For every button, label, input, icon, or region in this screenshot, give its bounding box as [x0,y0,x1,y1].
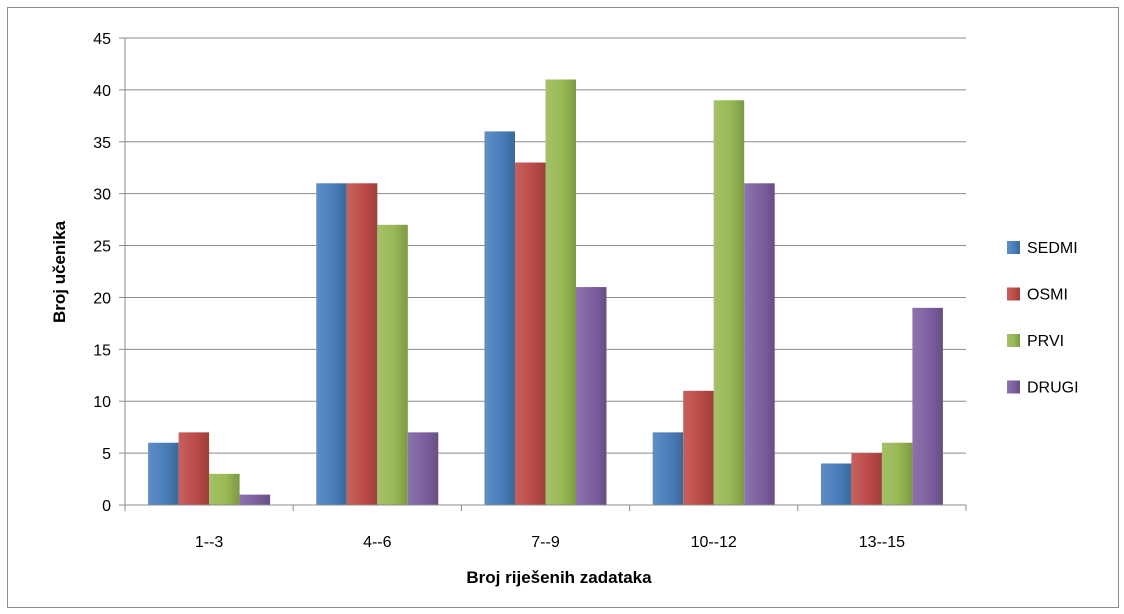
legend-label-drugi: DRUGI [1027,380,1079,397]
legend-label-osmi: OSMI [1027,287,1068,304]
bar-osmi-4-6 [346,183,378,506]
x-tick-label-4-6: 4--6 [363,534,392,551]
y-tick-label-0: 0 [102,498,111,515]
bar-drugi-7-9 [576,287,607,505]
bar-prvi-1-3 [209,473,240,505]
legend: SEDMI OSMI PRVI DRUGI [1007,240,1079,397]
bar-osmi-1-3 [178,432,210,505]
y-tick-label-45: 45 [93,31,111,48]
y-tick-label-20: 20 [93,290,111,307]
legend-swatch-prvi [1007,334,1020,347]
bar-sedmi-10-12 [652,432,684,505]
bar-drugi-13-15 [912,307,943,505]
bar-sedmi-13-15 [820,463,852,505]
y-tick-label-15: 15 [93,342,111,359]
bar-osmi-7-9 [515,162,546,506]
y-tick-label-35: 35 [93,135,111,152]
x-tick-label-13-15: 13--15 [859,534,905,551]
legend-label-prvi: PRVI [1027,333,1064,350]
y-tick-label-10: 10 [93,394,111,411]
legend-label-sedmi: SEDMI [1027,240,1078,257]
x-tick-label-7-9: 7--9 [531,534,560,551]
y-tick-label-30: 30 [93,187,111,204]
bar-osmi-13-15 [851,453,882,505]
legend-swatch-sedmi [1007,241,1020,254]
bar-drugi-4-6 [407,432,439,505]
x-tick-label-1-3: 1--3 [195,534,224,551]
x-tick-labels: 1--3 4--6 7--9 10--12 13--15 [195,534,905,551]
y-axis-title: Broj učenika [50,220,69,323]
bar-prvi-4-6 [377,224,408,506]
y-tick-label-5: 5 [102,446,111,463]
y-tick-label-40: 40 [93,83,111,100]
bar-prvi-7-9 [545,79,576,505]
bar-sedmi-1-3 [148,442,179,505]
bar-sedmi-7-9 [484,131,515,505]
bar-osmi-10-12 [683,390,714,505]
bar-sedmi-4-6 [316,183,347,506]
legend-swatch-drugi [1007,380,1020,394]
y-tick-label-25: 25 [93,239,111,256]
bars [148,79,943,506]
axes [119,37,967,511]
bar-drugi-1-3 [239,494,271,505]
x-axis-title: Broj riješenih zadataka [466,568,652,587]
bar-drugi-10-12 [744,183,775,506]
x-tick-label-10-12: 10--12 [691,534,737,551]
bar-prvi-13-15 [881,442,913,505]
bar-prvi-10-12 [713,100,745,506]
legend-swatch-osmi [1007,287,1020,301]
y-tick-labels: 0 5 10 15 20 25 30 35 40 45 [93,31,111,515]
